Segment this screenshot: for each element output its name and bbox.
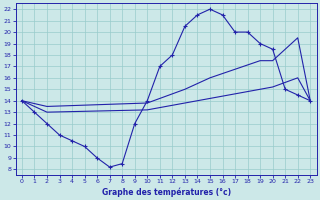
- X-axis label: Graphe des températures (°c): Graphe des températures (°c): [101, 187, 231, 197]
